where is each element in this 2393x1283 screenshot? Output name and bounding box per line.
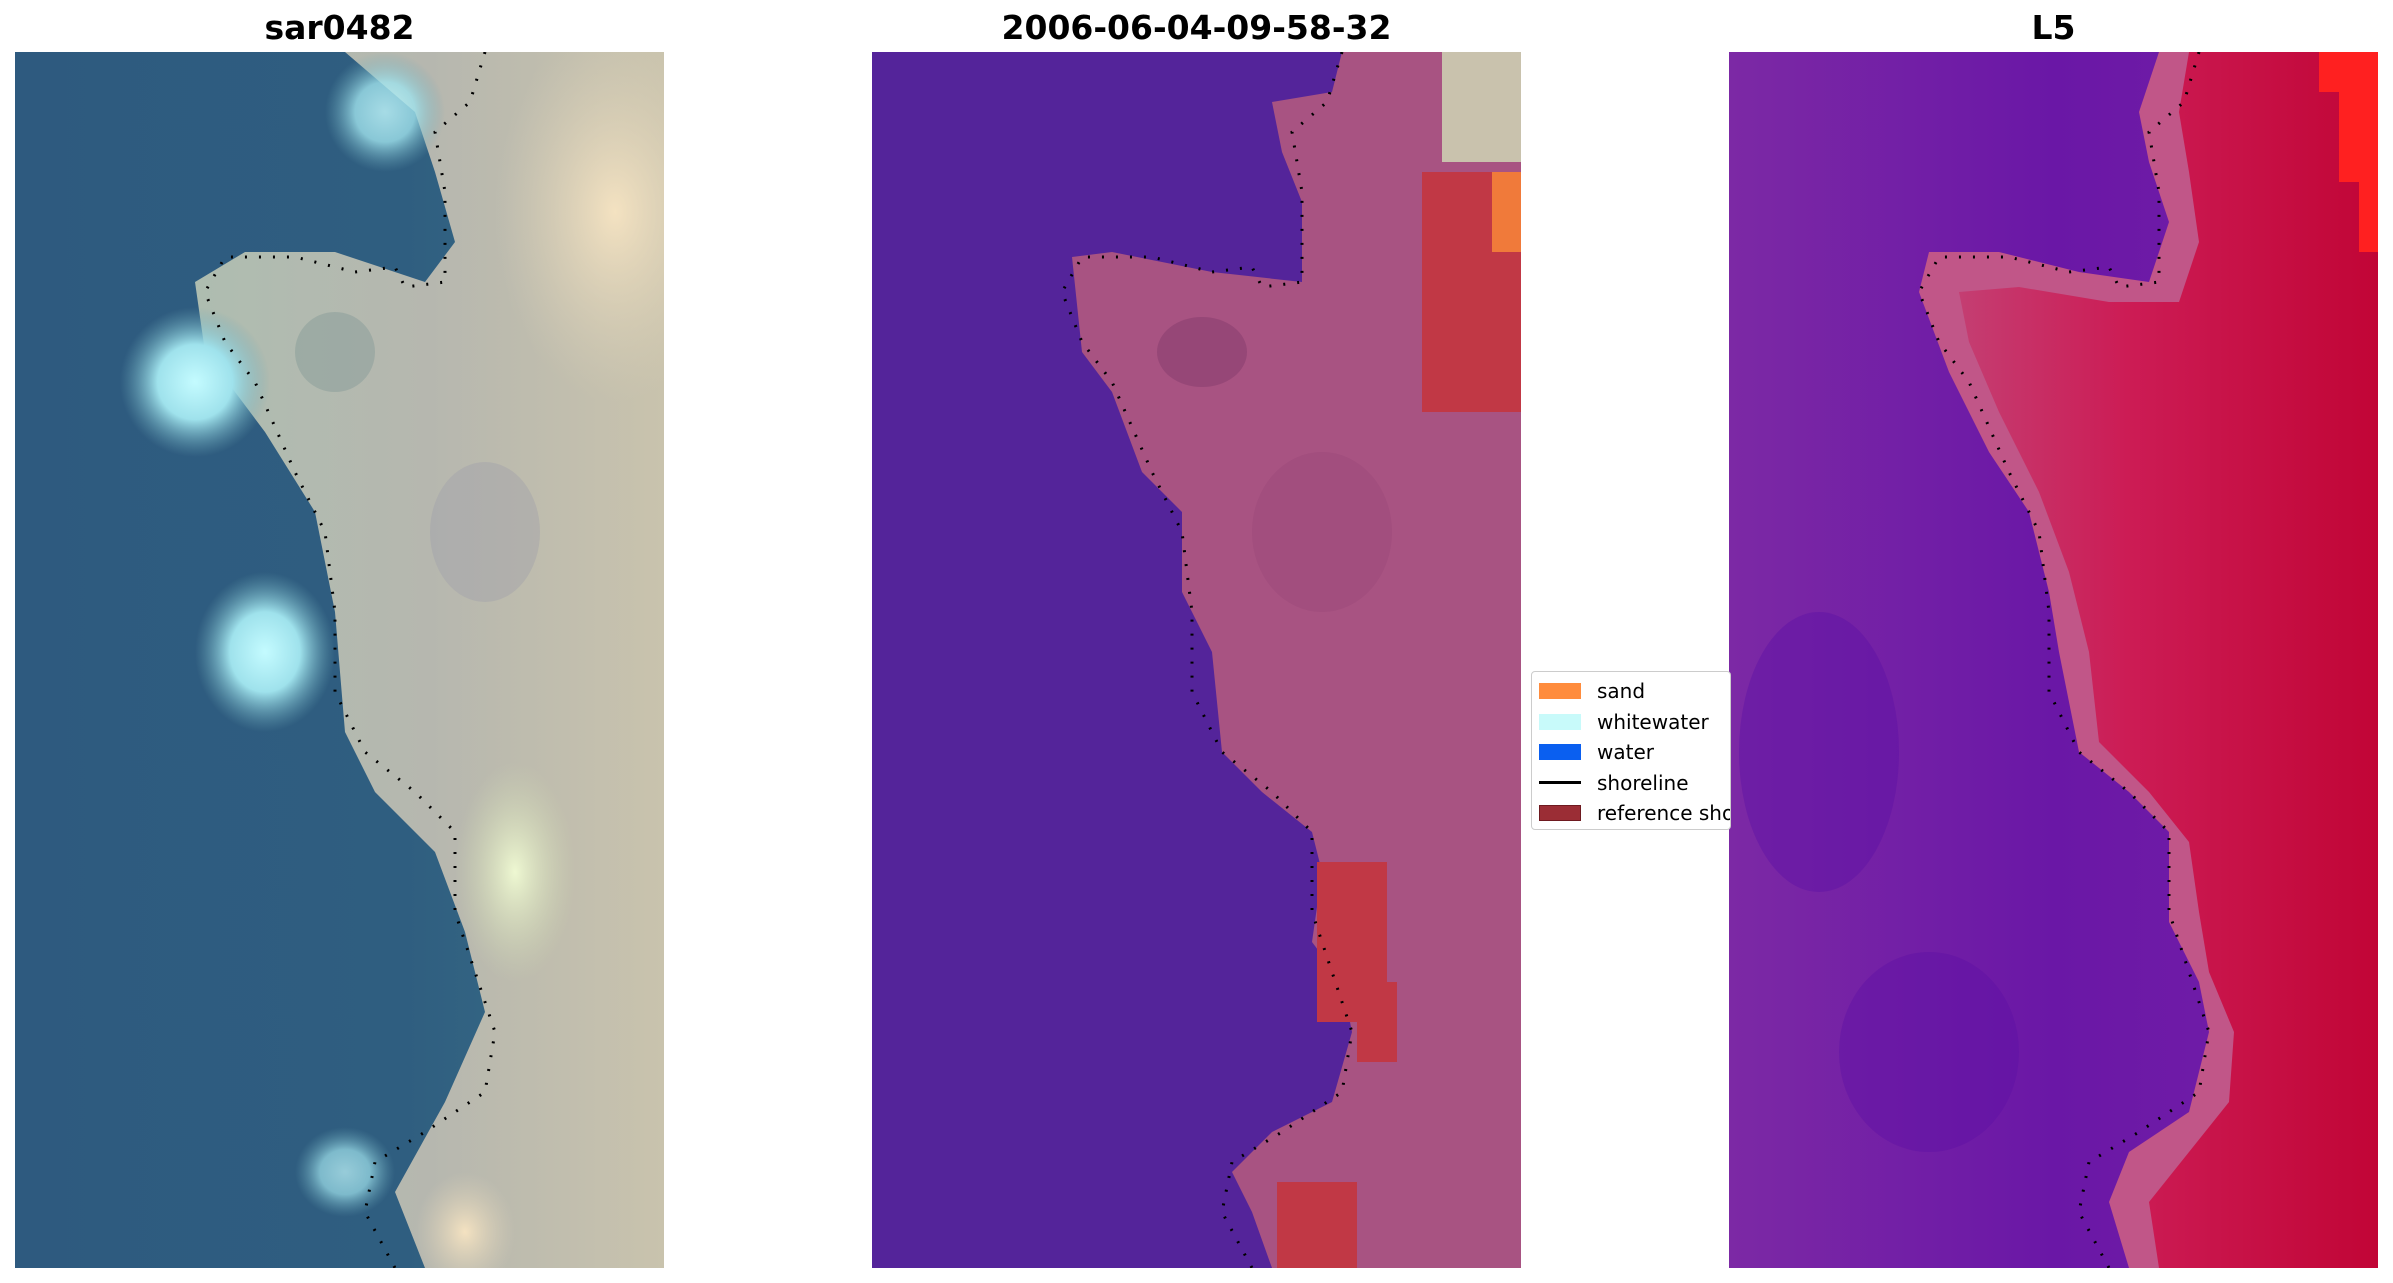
legend-item-whitewater: whitewater — [1539, 707, 1730, 738]
legend-label: reference shoreline — [1597, 801, 1730, 826]
legend-label: shoreline — [1597, 770, 1689, 795]
legend-label: water — [1597, 740, 1654, 765]
rgb-satellite-image — [15, 52, 664, 1268]
panel-title-rgb: sar0482 — [264, 8, 415, 47]
classified-image — [872, 52, 1521, 1268]
water-swatch — [1539, 744, 1581, 761]
reference-shoreline-swatch — [1539, 805, 1581, 822]
legend-label: whitewater — [1597, 709, 1709, 734]
legend-item-reference-shoreline: reference shoreline — [1539, 798, 1730, 829]
panel-title-index: L5 — [2031, 8, 2076, 47]
panel-title-classified: 2006-06-04-09-58-32 — [1001, 8, 1392, 47]
legend-item-sand: sand — [1539, 676, 1730, 707]
sand-swatch — [1539, 683, 1581, 700]
legend-label: sand — [1597, 679, 1646, 704]
legend: sand whitewater water shoreline referenc… — [1531, 671, 1731, 830]
index-image — [1729, 52, 2378, 1268]
legend-item-shoreline: shoreline — [1539, 768, 1730, 799]
legend-item-water: water — [1539, 737, 1730, 768]
shoreline-line-swatch — [1539, 781, 1581, 785]
whitewater-swatch — [1539, 713, 1581, 730]
